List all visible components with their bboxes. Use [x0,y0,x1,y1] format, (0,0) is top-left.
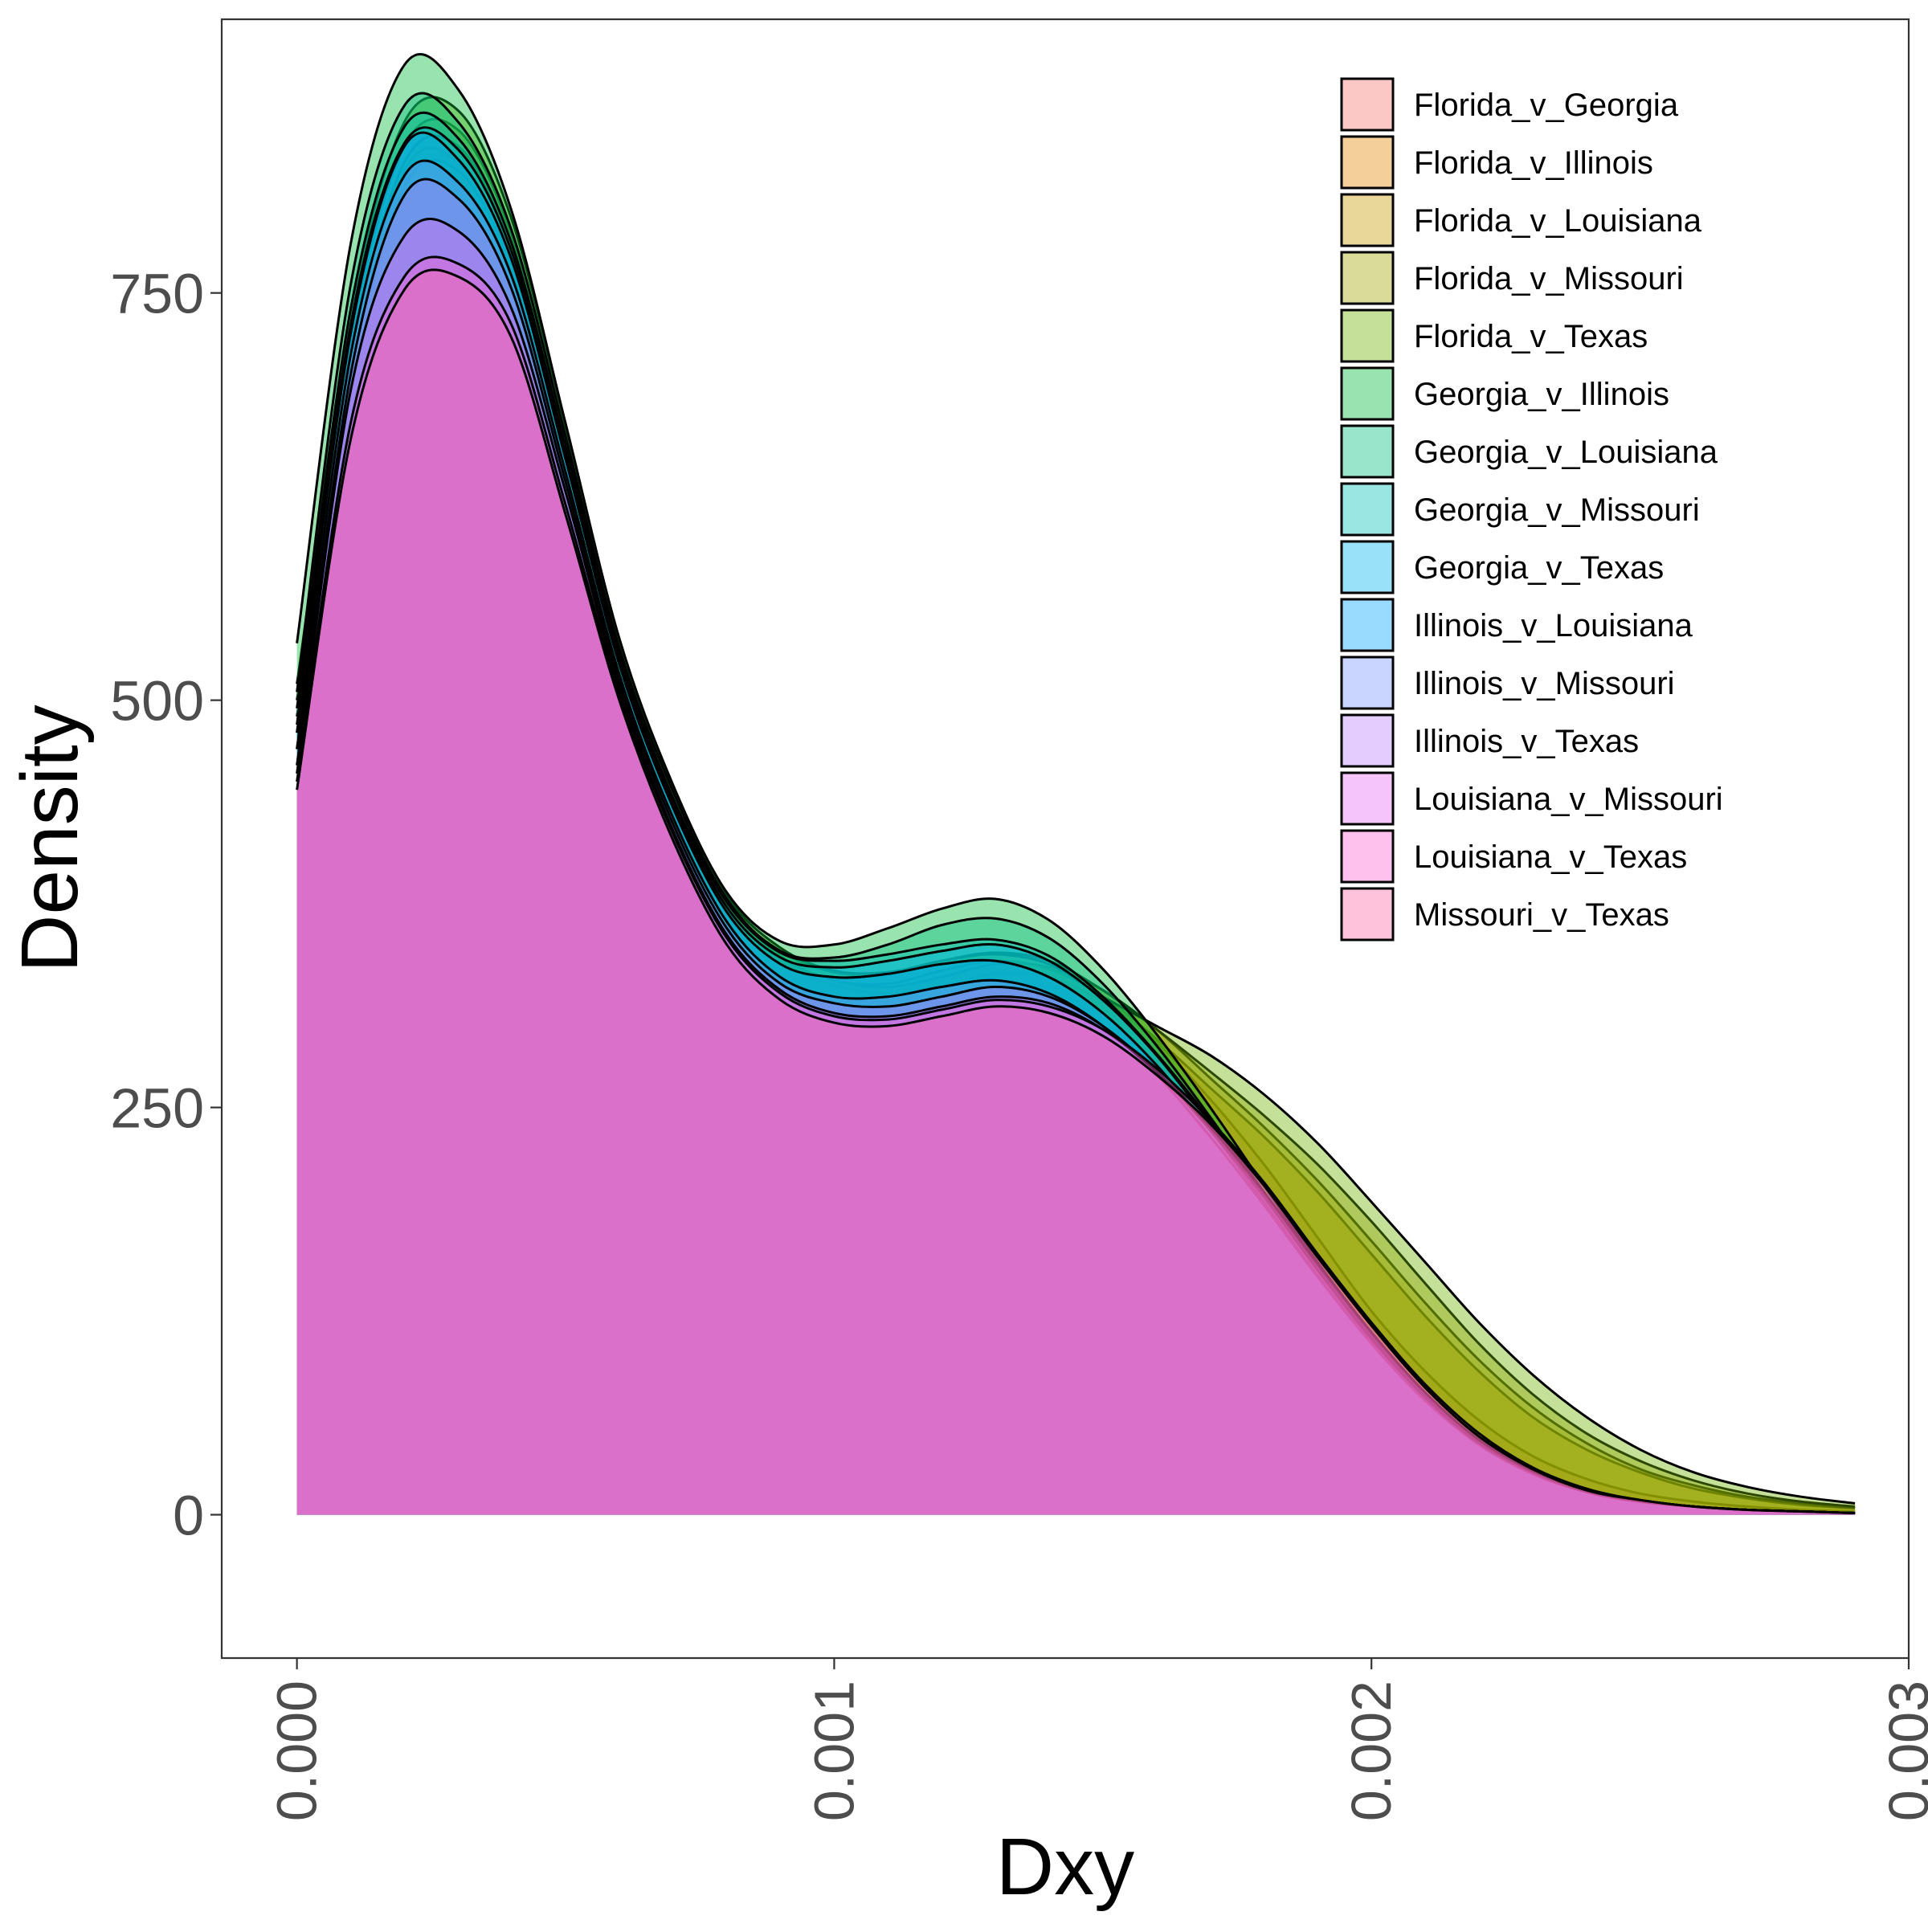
density-line-louisiana-v-texas [296,255,1856,1514]
density-area-georgia-v-louisiana [296,92,1856,1515]
y-tick-label: 500 [110,670,204,733]
density-area-florida-v-louisiana [296,160,1856,1515]
legend-key-florida-v-texas [1340,308,1395,363]
y-tick-label: 250 [110,1077,204,1140]
density-area-missouri-v-texas [296,269,1856,1515]
density-area-illinois-v-missouri [296,160,1856,1515]
density-line-illinois-v-missouri [296,159,1856,1514]
legend-key-georgia-v-louisiana [1340,424,1395,479]
legend-key-florida-v-louisiana [1340,193,1395,247]
density-area-louisiana-v-texas [296,256,1856,1515]
legend-label-georgia-v-texas: Georgia_v_Texas [1414,550,1664,586]
legend-label-illinois-v-louisiana: Illinois_v_Louisiana [1414,608,1693,643]
density-line-florida-v-texas [296,96,1856,1505]
legend-label-florida-v-illinois: Florida_v_Illinois [1414,145,1653,181]
density-line-florida-v-missouri [296,134,1856,1508]
legend-label-florida-v-louisiana: Florida_v_Louisiana [1414,203,1702,239]
y-axis-label: Density [5,705,95,972]
density-area-illinois-v-louisiana [296,133,1856,1515]
legend-key-florida-v-illinois [1340,135,1395,190]
x-axis: 0.000 0.001 0.002 0.003 [266,1658,1928,1821]
x-tick-label: 0.003 [1877,1681,1928,1821]
legend-label-georgia-v-louisiana: Georgia_v_Louisiana [1414,435,1718,470]
x-tick-label: 0.001 [803,1681,865,1821]
legend-key-georgia-v-missouri [1340,482,1395,537]
legend-label-florida-v-georgia: Florida_v_Georgia [1414,88,1679,123]
density-area-florida-v-texas [296,96,1856,1515]
x-tick-label: 0.002 [1340,1681,1403,1821]
legend-key-illinois-v-missouri [1340,656,1395,710]
density-line-illinois-v-texas [296,178,1856,1514]
y-axis: 0 250 500 750 [110,263,222,1547]
density-area-florida-v-illinois [296,119,1856,1515]
density-line-florida-v-louisiana [296,158,1856,1509]
panel-border [220,18,1910,1660]
y-tick-label: 750 [110,263,204,325]
density-area-georgia-v-illinois [296,54,1856,1515]
legend-label-florida-v-missouri: Florida_v_Missouri [1414,261,1684,296]
density-line-florida-v-illinois [296,117,1856,1509]
x-axis-label: Dxy [996,1822,1134,1912]
density-area-georgia-v-texas [296,127,1856,1515]
legend-key-georgia-v-texas [1340,540,1395,594]
legend-label-louisiana-v-missouri: Louisiana_v_Missouri [1414,782,1723,817]
legend-key-illinois-v-louisiana [1340,598,1395,652]
plot-background [222,19,1909,1658]
density-area-florida-v-georgia [296,148,1856,1515]
legend-key-georgia-v-illinois [1340,366,1395,421]
legend-key-florida-v-georgia [1340,77,1395,132]
y-tick-label: 0 [173,1485,204,1547]
density-line-missouri-v-texas [296,268,1856,1514]
legend-label-louisiana-v-texas: Louisiana_v_Texas [1414,839,1687,875]
x-tick-label: 0.000 [266,1681,329,1821]
legend-label-missouri-v-texas: Missouri_v_Texas [1414,897,1669,933]
legend-key-florida-v-missouri [1340,251,1395,305]
legend: Florida_v_Georgia Florida_v_Illinois Flori… [1340,77,1723,941]
density-areas [296,53,1856,1515]
density-area-louisiana-v-missouri [296,219,1856,1515]
legend-key-missouri-v-texas [1340,887,1395,941]
legend-key-louisiana-v-missouri [1340,771,1395,826]
legend-label-florida-v-texas: Florida_v_Texas [1414,319,1648,354]
legend-label-illinois-v-missouri: Illinois_v_Missouri [1414,666,1675,701]
legend-label-illinois-v-texas: Illinois_v_Texas [1414,724,1639,759]
density-area-georgia-v-missouri [296,112,1856,1515]
legend-key-illinois-v-texas [1340,713,1395,768]
legend-label-georgia-v-missouri: Georgia_v_Missouri [1414,492,1700,528]
legend-label-georgia-v-illinois: Georgia_v_Illinois [1414,377,1669,412]
legend-key-louisiana-v-texas [1340,829,1395,884]
density-area-florida-v-missouri [296,135,1856,1515]
density-area-illinois-v-texas [296,179,1856,1515]
